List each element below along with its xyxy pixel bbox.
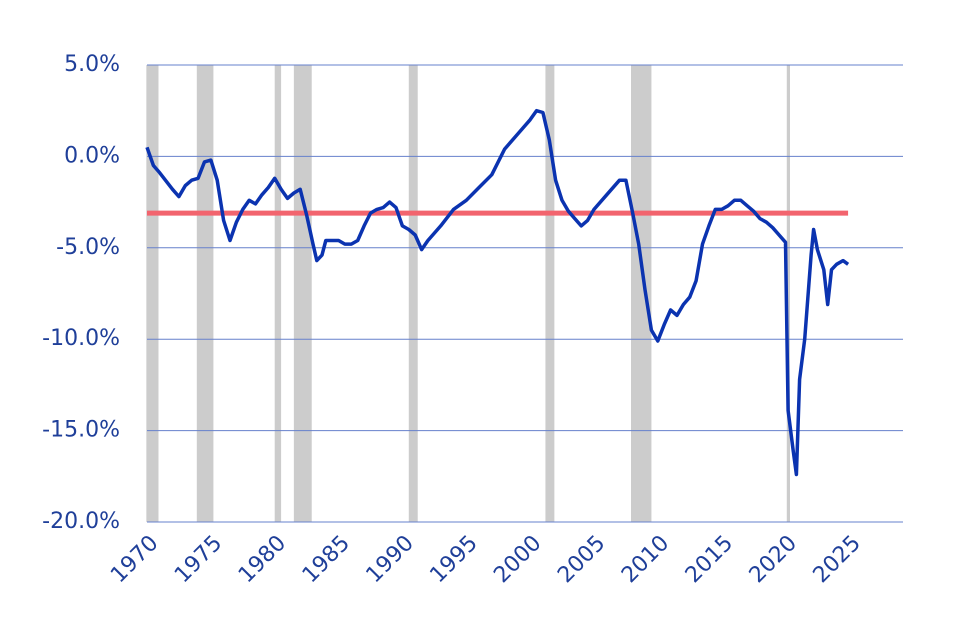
recession-band — [408, 65, 418, 522]
recession-band — [786, 65, 790, 522]
recession-band — [146, 65, 159, 522]
x-tick-label: 1975 — [170, 531, 227, 588]
y-tick-label: 5.0% — [64, 52, 120, 77]
y-tick-label: 0.0% — [64, 143, 120, 168]
x-tick-label: 2005 — [553, 531, 610, 588]
recession-band — [293, 65, 312, 522]
x-tick-label: 1970 — [106, 531, 163, 588]
y-tick-label: -10.0% — [42, 326, 120, 351]
x-tick-label: 1985 — [298, 531, 355, 588]
x-tick-label: 1980 — [234, 531, 291, 588]
x-tick-label: 1995 — [425, 531, 482, 588]
recession-band — [196, 65, 214, 522]
x-tick-label: 1990 — [362, 531, 419, 588]
recession-band — [274, 65, 282, 522]
y-tick-label: -20.0% — [42, 509, 120, 534]
y-tick-label: -15.0% — [42, 418, 120, 443]
recession-band — [630, 65, 652, 522]
recession-band — [545, 65, 555, 522]
x-tick-label: 2000 — [489, 531, 546, 588]
x-tick-label: 2020 — [745, 531, 802, 588]
x-tick-label: 2010 — [617, 531, 674, 588]
x-tick-label: 2015 — [681, 531, 738, 588]
x-tick-label: 2025 — [809, 531, 866, 588]
data-line — [145, 108, 850, 477]
y-tick-label: -5.0% — [56, 235, 120, 260]
